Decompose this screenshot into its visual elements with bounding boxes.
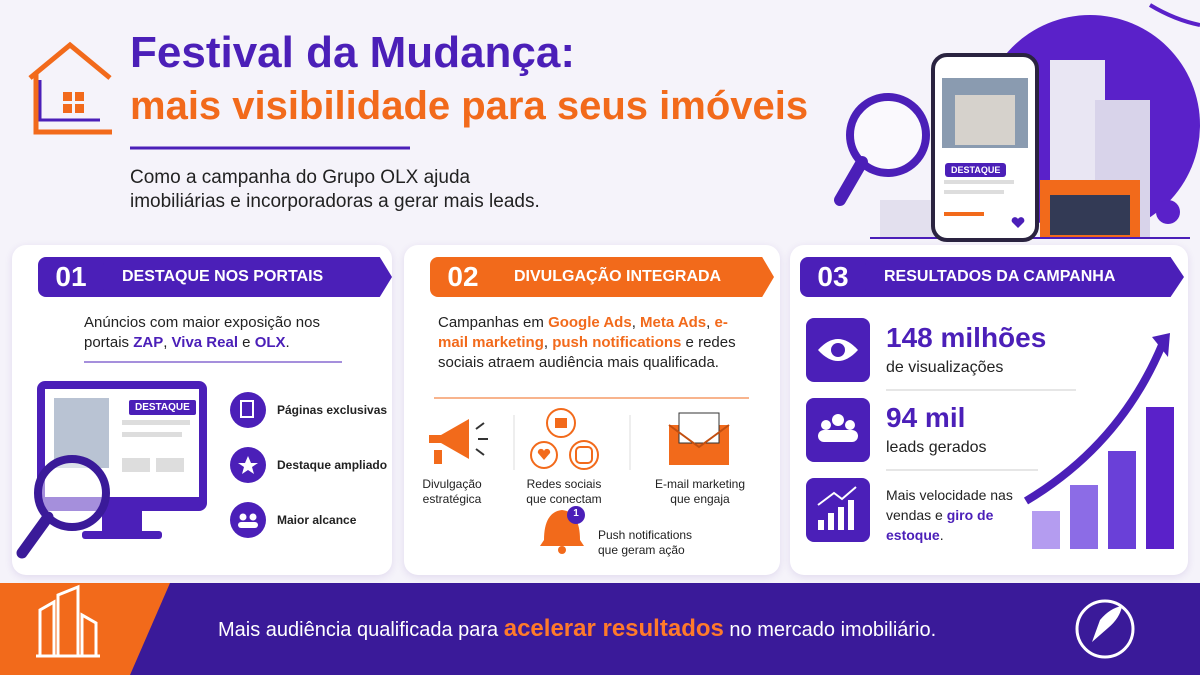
feature: Destaque ampliado [277,458,388,472]
rocket-icon [1075,599,1135,659]
title-line1: Festival da Mudança: [130,28,576,77]
stat-value: 148 milhões [886,322,1047,353]
text: Meta Ads [640,314,707,331]
card: 01 DESTAQUE NOS PORTAIS Anúncios com mai… [12,245,392,575]
text: ZAP [133,334,164,351]
text: acelerar resultados [503,615,724,642]
buildings-icon [36,584,100,658]
text: Anúncios com maior exposição nos portais [84,314,320,351]
text: Mais velocidade nas vendas e [886,487,1013,523]
text: que geram ação [598,543,685,557]
card-number: 01 [38,257,104,297]
card-title: RESULTADOS DA CAMPANHA [848,257,1184,297]
subtitle-line1: Como a campanha do Grupo OLX ajuda [130,167,471,188]
channel-icons [429,397,749,554]
text: , [543,334,553,351]
text: E-mail marketing [654,477,746,491]
card-title: DESTAQUE NOS PORTAIS [86,257,392,297]
text: no mercado imobiliário. [723,619,937,641]
house-base [38,80,100,122]
channel-label: Redes sociais que conectam [504,477,624,507]
channel-label: E-mail marketing que engaja [640,477,760,507]
text: Google Ads [548,314,632,331]
text: . [939,527,944,543]
results-illustration [806,318,1174,549]
card-description: Anúncios com maior exposição nos portais… [84,313,334,353]
text: que conectam [526,492,602,506]
text: giro de estoque [886,507,994,543]
monitor-badge: DESTAQUE [129,400,196,415]
text: e-mail marketing [438,314,728,351]
card: 03 RESULTADOS DA CAMPANHA 148 milhões de… [790,245,1188,575]
text: e [238,334,255,351]
push-badge: 1 [573,508,579,519]
text: e redes sociais atraem audiência mais qu… [438,334,736,371]
footer-band [0,583,1200,675]
text: Push notifications [598,528,693,542]
subtitle-line2: imobiliárias e incorporadoras a gerar ma… [130,191,540,212]
phone-badge: DESTAQUE [945,163,1007,177]
text: OLX [254,334,286,351]
text: Viva Real [171,334,238,351]
magnifier [846,93,930,177]
text: Redes sociais [526,477,602,491]
channel-label: Divulgação estratégica [392,477,512,507]
card-number: 02 [430,257,496,297]
card: 02 DIVULGAÇÃO INTEGRADA Campanhas em Goo… [404,245,780,575]
text: , [163,334,172,351]
house-icon [28,41,112,135]
text: Divulgação [422,477,482,491]
channel-label: Push notifications que geram ação [598,528,718,558]
stat-value: 94 mil [886,402,966,433]
speed-text: Mais velocidade nas vendas e giro de est… [886,485,1016,545]
footer-text: Mais audiência qualificada para acelerar… [218,615,936,643]
text: Campanhas em [438,314,549,331]
stat-label: leads gerados [886,439,987,456]
card-description: Campanhas em Google Ads, Meta Ads, e-mai… [438,313,743,373]
subtitle: Como a campanha do Grupo OLX ajuda imobi… [130,166,540,214]
text: estratégica [422,492,482,506]
text: . [285,334,290,351]
text: , [706,314,715,331]
card-title: DIVULGAÇÃO INTEGRADA [478,257,774,297]
text: , [631,314,641,331]
feature: Maior alcance [277,513,357,527]
feature: Páginas exclusivas [277,403,388,417]
title-line2: mais visibilidade para seus imóveis [130,84,809,128]
card-number: 03 [800,257,866,297]
text: Mais audiência qualificada para [218,619,504,641]
text: que engaja [670,492,730,506]
text: push notifications [552,334,682,351]
stat-label: de visualizações [886,359,1004,376]
